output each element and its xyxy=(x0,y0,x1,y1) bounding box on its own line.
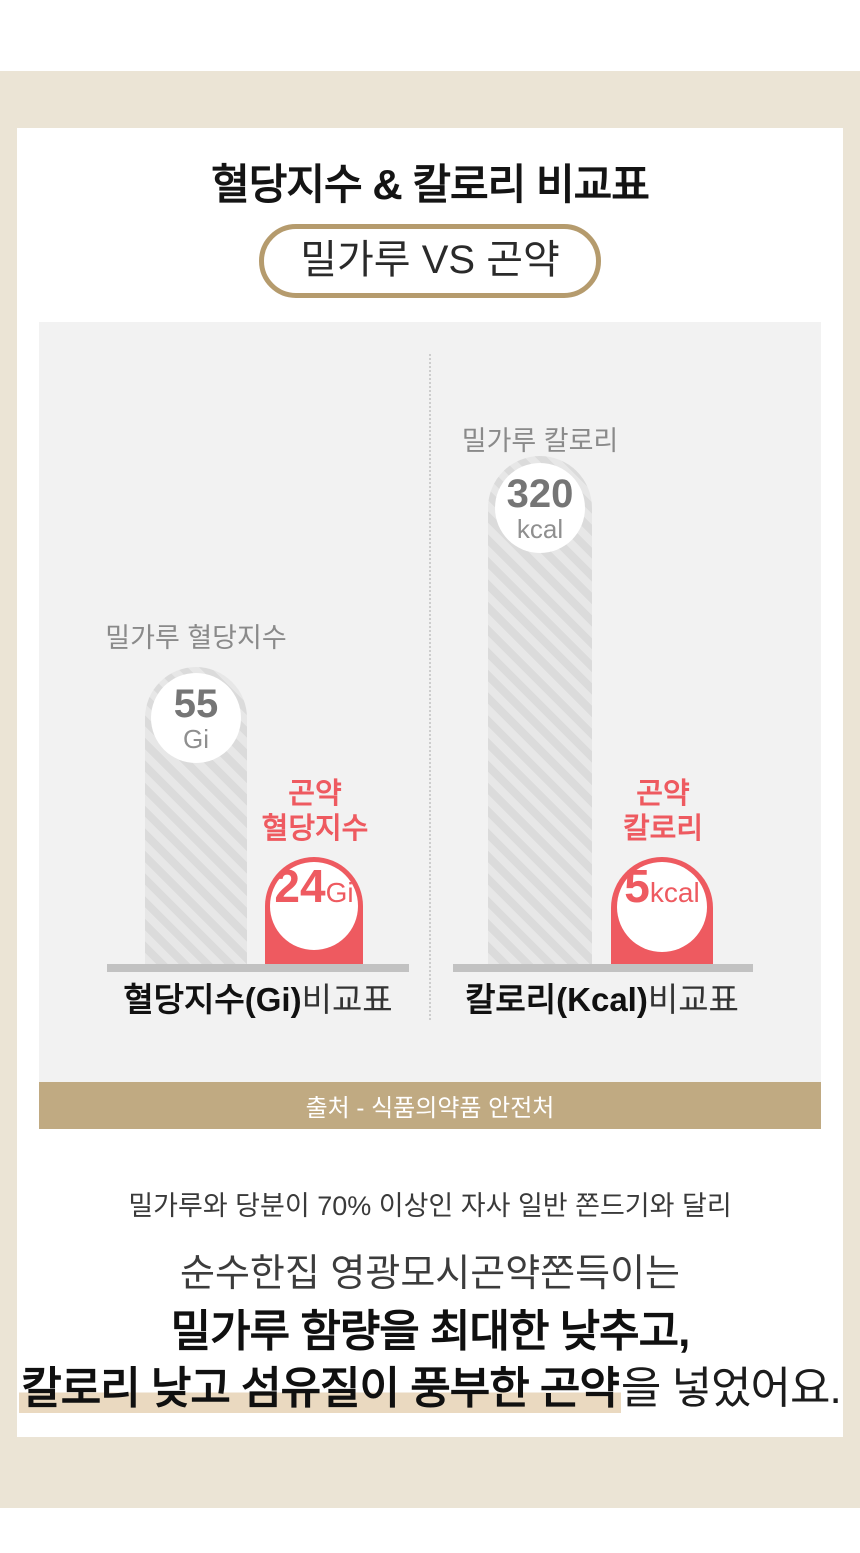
description-line4: 칼로리 낮고 섬유질이 풍부한 곤약을 넣었어요. xyxy=(17,1360,843,1417)
gi-caption: 혈당지수(Gi)비교표 xyxy=(123,980,392,1020)
flour-kcal-value-bubble: 320 kcal xyxy=(495,463,585,553)
gi-caption-bold: 혈당지수(Gi) xyxy=(123,981,302,1018)
description-line1: 밀가루와 당분이 70% 이상인 자사 일반 쫀드기와 달리 xyxy=(128,1191,732,1221)
konjac-gi-bar: 24 Gi xyxy=(265,857,363,964)
konjac-gi-label-line2: 혈당지수 xyxy=(261,813,369,845)
description-line4-rest: 을 넣었어요. xyxy=(620,1364,842,1413)
flour-kcal-label: 밀가루 칼로리 xyxy=(461,426,619,456)
konjac-kcal-bar: 5 kcal xyxy=(611,857,713,964)
konjac-kcal-value-bubble: 5 kcal xyxy=(617,862,707,952)
konjac-kcal-label-line2: 칼로리 xyxy=(622,813,704,845)
konjac-gi-label-line1: 곤약 xyxy=(288,778,342,810)
description-line2: 순수한집 영광모시곤약쫀득이는 xyxy=(180,1253,680,1295)
description-block: 밀가루와 당분이 70% 이상인 자사 일반 쫀드기와 달리 순수한집 영광모시… xyxy=(17,1189,843,1417)
konjac-gi-label: 곤약 혈당지수 xyxy=(262,777,369,847)
chart-divider xyxy=(429,354,431,1020)
comparison-chart: 밀가루 혈당지수 55 Gi 곤약 혈당지수 24 Gi xyxy=(39,322,821,1082)
konjac-gi-value: 24 xyxy=(274,860,326,912)
content-panel: 혈당지수 & 칼로리 비교표 밀가루 VS 곤약 밀가루 혈당지수 55 Gi … xyxy=(17,128,843,1437)
gi-caption-rest: 비교표 xyxy=(301,981,393,1018)
konjac-kcal-label-line1: 곤약 xyxy=(636,778,690,810)
flour-kcal-value: 320 xyxy=(506,472,574,516)
kcal-axis-baseline xyxy=(453,964,753,972)
kcal-caption-rest: 비교표 xyxy=(647,981,739,1018)
flour-gi-unit: Gi xyxy=(183,724,209,754)
beige-frame: 혈당지수 & 칼로리 비교표 밀가루 VS 곤약 밀가루 혈당지수 55 Gi … xyxy=(0,71,860,1508)
flour-kcal-bar: 320 kcal xyxy=(488,456,592,964)
flour-gi-value: 55 xyxy=(173,682,219,726)
flour-gi-value-bubble: 55 Gi xyxy=(151,673,241,763)
description-line3: 밀가루 함량을 최대한 낮추고, xyxy=(170,1307,691,1356)
flour-gi-bar: 55 Gi xyxy=(145,667,247,964)
gi-axis-baseline xyxy=(107,964,409,972)
konjac-kcal-unit: kcal xyxy=(649,877,700,908)
konjac-kcal-label: 곤약 칼로리 xyxy=(623,777,703,847)
konjac-gi-unit: Gi xyxy=(325,877,354,908)
source-bar: 출처 - 식품의약품 안전처 xyxy=(39,1082,821,1129)
page-title: 혈당지수 & 칼로리 비교표 xyxy=(211,161,650,208)
flour-gi-label: 밀가루 혈당지수 xyxy=(105,623,287,653)
source-text: 출처 - 식품의약품 안전처 xyxy=(305,1095,555,1122)
vs-badge: 밀가루 VS 곤약 xyxy=(259,224,601,298)
flour-kcal-unit: kcal xyxy=(516,514,564,544)
kcal-caption-bold: 칼로리(Kcal) xyxy=(465,981,648,1018)
konjac-gi-value-bubble: 24 Gi xyxy=(270,862,358,950)
description-line4-highlight: 칼로리 낮고 섬유질이 풍부한 곤약 xyxy=(19,1364,621,1413)
vs-badge-row: 밀가루 VS 곤약 xyxy=(17,224,843,298)
konjac-kcal-value: 5 xyxy=(624,860,650,912)
kcal-caption: 칼로리(Kcal)비교표 xyxy=(465,980,739,1020)
